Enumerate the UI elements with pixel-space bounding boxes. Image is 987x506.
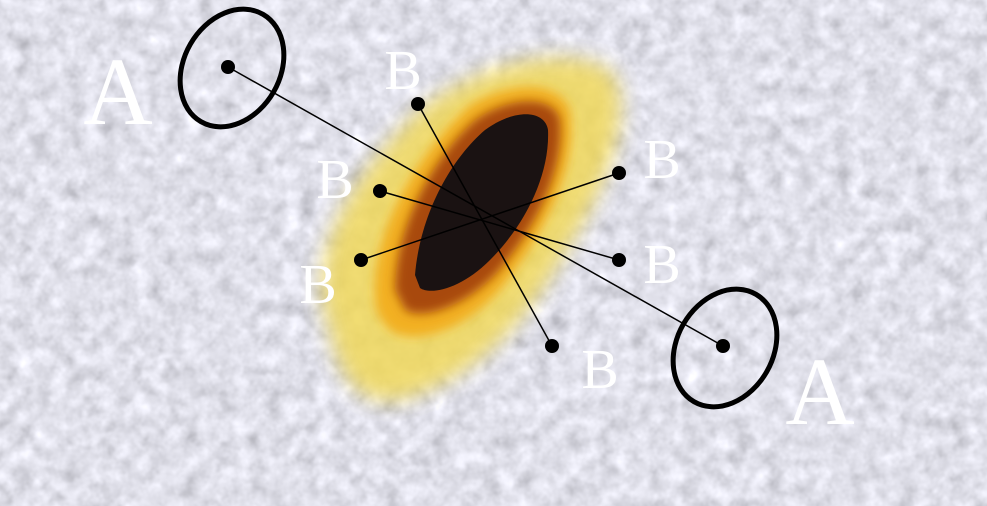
label-a: A [83,38,152,145]
label-b: B [643,234,680,296]
dot [373,184,387,198]
dot [221,60,235,74]
label-b: B [316,149,353,211]
line-b [379,190,620,261]
dot [411,97,425,111]
line-b [417,103,553,347]
label-a: A [785,338,854,445]
dot [612,166,626,180]
dot [716,339,730,353]
lines [177,6,780,410]
dots [221,60,730,353]
label-b: B [384,40,421,102]
dot [612,253,626,267]
line-b [360,172,620,261]
label-b: B [299,254,336,316]
ellipse [177,6,287,130]
label-b: B [643,129,680,191]
dot [354,253,368,267]
dot [545,339,559,353]
label-b: B [581,339,618,401]
ellipse [670,286,780,410]
